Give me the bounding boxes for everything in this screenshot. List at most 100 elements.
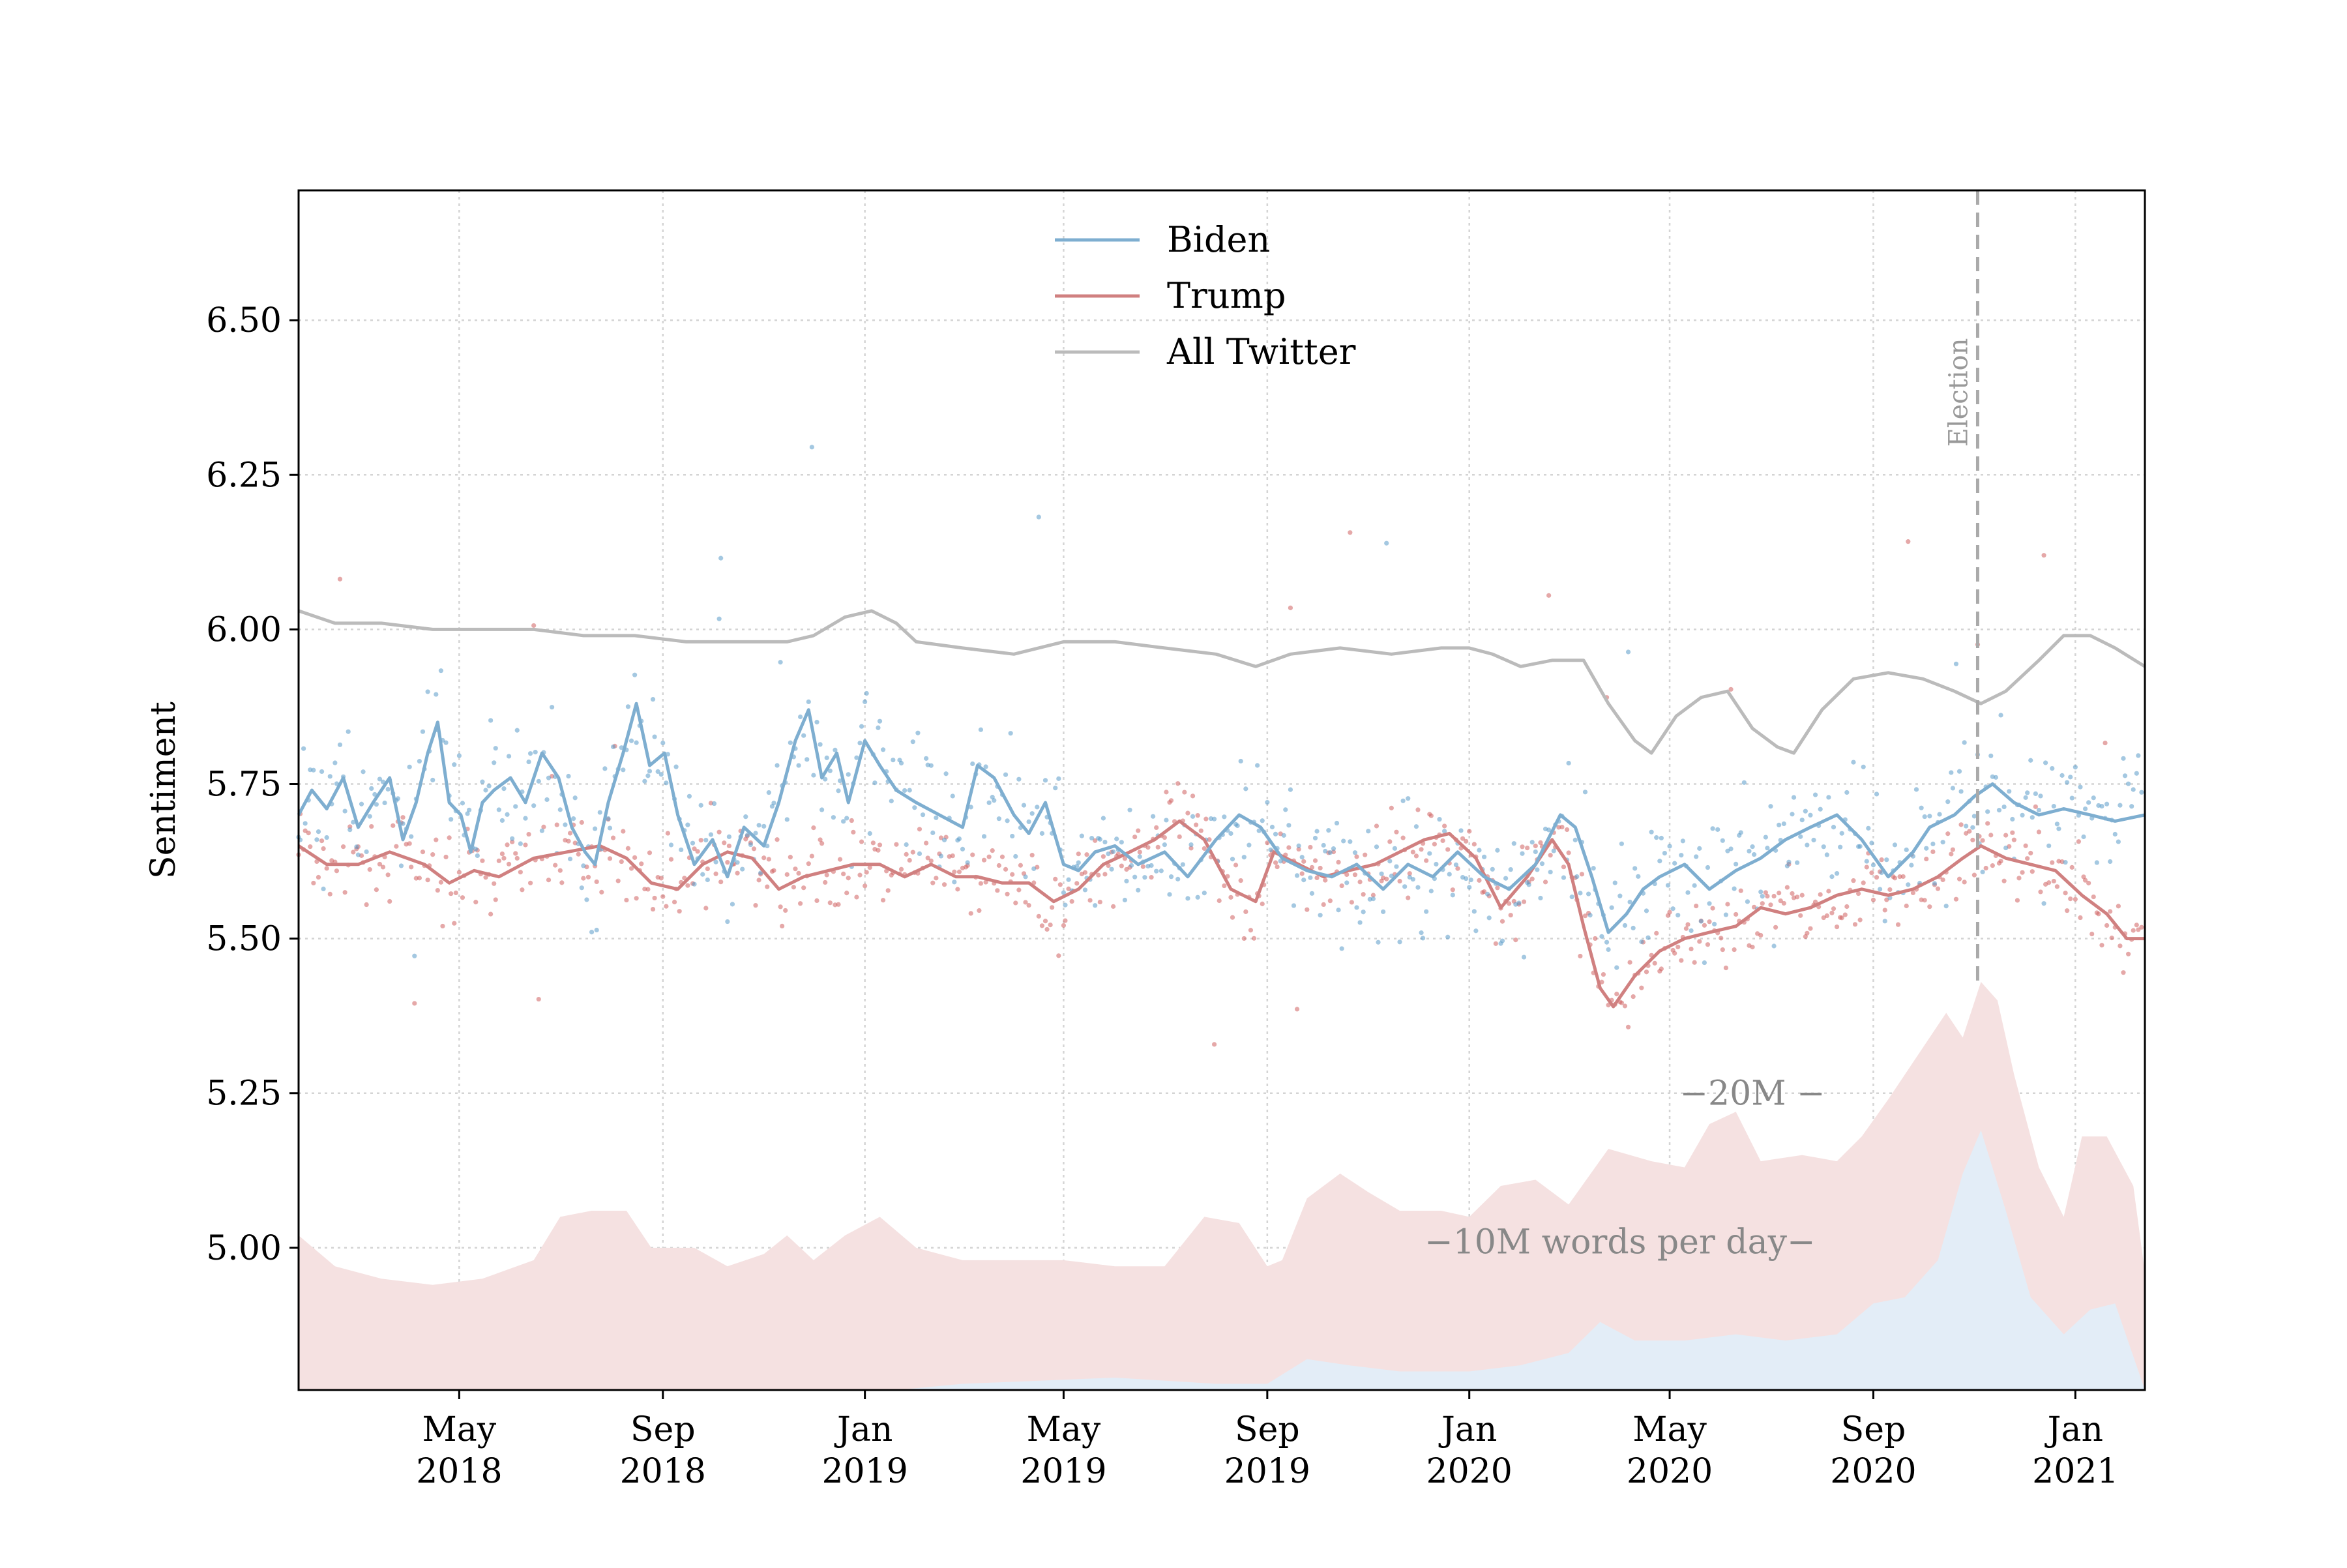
scatter-point-trump <box>632 855 638 860</box>
scatter-point-biden <box>1447 872 1452 877</box>
scatter-point-biden <box>2068 775 2073 780</box>
scatter-point-biden <box>864 690 869 696</box>
scatter-point-biden <box>1124 878 1129 883</box>
scatter-point-trump <box>1529 876 1535 881</box>
series-line-biden <box>297 702 2146 934</box>
scatter-point-biden <box>1639 939 1644 945</box>
scatter-point-trump <box>1720 947 1725 953</box>
scatter-point-biden <box>1400 798 1406 803</box>
scatter-point-biden <box>1937 812 1942 817</box>
scatter-point-biden <box>1993 775 1999 780</box>
scatter-point-biden <box>355 852 361 857</box>
scatter-point-biden <box>814 720 819 725</box>
scatter-point-biden <box>1924 846 1929 851</box>
scatter-point-trump <box>1857 917 1863 923</box>
scatter-point-trump <box>1063 918 1068 923</box>
scatter-point-trump <box>567 831 573 836</box>
series-line-all-twitter <box>298 609 2146 755</box>
scatter-point-biden <box>506 754 512 759</box>
scatter-point-biden <box>811 773 816 778</box>
scatter-point-biden <box>527 751 533 756</box>
scatter-point-trump <box>2001 878 2007 883</box>
scatter-point-trump <box>505 842 510 848</box>
scatter-point-biden <box>1312 835 1318 841</box>
scatter-point-trump <box>619 859 624 865</box>
scatter-point-trump <box>1900 874 1906 880</box>
scatter-point-trump <box>1958 822 1964 827</box>
scatter-point-biden <box>1074 864 1080 869</box>
scatter-point-biden <box>581 863 586 868</box>
scatter-point-trump <box>1203 816 1209 821</box>
x-tick-month: Sep <box>1235 1410 1300 1449</box>
scatter-point-biden <box>324 835 329 840</box>
scatter-point-biden <box>1323 848 1328 854</box>
scatter-point-biden <box>1339 946 1344 951</box>
scatter-point-biden <box>1723 912 1729 917</box>
scatter-point-biden <box>668 842 674 848</box>
scatter-point-trump <box>1967 829 1972 834</box>
scatter-point-biden <box>1119 840 1124 845</box>
scatter-point-trump <box>1654 930 1659 936</box>
scatter-point-biden <box>1949 770 1954 775</box>
scatter-point-biden <box>1950 786 1955 791</box>
scatter-point-trump <box>2028 850 2033 856</box>
scatter-point-biden <box>1464 876 1469 881</box>
scatter-point-trump <box>2050 860 2055 865</box>
scatter-point-biden <box>505 812 510 817</box>
scatter-point-biden <box>1437 817 1442 822</box>
scatter-point-biden <box>2112 831 2118 837</box>
scatter-point-trump <box>1870 897 1876 902</box>
scatter-point-trump <box>1370 893 1376 898</box>
scatter-point-trump <box>910 850 915 855</box>
scatter-point-biden <box>1892 842 1898 848</box>
scatter-point-biden <box>1945 799 1951 805</box>
scatter-point-biden <box>1481 854 1487 859</box>
scatter-point-trump <box>1953 896 1959 902</box>
scatter-point-biden <box>1697 846 1702 851</box>
scatter-point-biden <box>1694 854 1699 859</box>
scatter-point-biden <box>1970 825 1975 830</box>
scatter-point-trump <box>2082 878 2088 883</box>
scatter-point-trump <box>351 850 356 855</box>
scatter-point-trump <box>775 837 780 842</box>
scatter-point-biden <box>1222 814 1227 820</box>
scatter-point-biden <box>745 833 750 838</box>
scatter-point-trump <box>1922 898 1927 903</box>
scatter-point-trump <box>806 861 811 866</box>
scatter-point-trump <box>2046 880 2052 885</box>
scatter-point-trump <box>493 897 498 902</box>
scatter-point-biden <box>823 777 828 782</box>
scatter-point-trump <box>546 878 552 883</box>
scatter-point-biden <box>526 759 531 765</box>
scatter-point-biden <box>342 808 347 814</box>
scatter-point-biden <box>1798 834 1803 839</box>
scatter-point-biden <box>2028 758 2033 763</box>
scatter-point-trump <box>1844 904 1850 910</box>
scatter-point-biden <box>303 821 308 826</box>
scatter-point-biden <box>571 816 576 821</box>
scatter-point-biden <box>1763 835 1768 840</box>
scatter-point-trump <box>1988 833 1994 838</box>
scatter-point-trump <box>483 875 488 880</box>
scatter-point-trump <box>668 857 674 862</box>
scatter-point-biden <box>1988 753 1994 758</box>
scatter-point-biden <box>2073 765 2078 770</box>
scatter-point-trump <box>1683 926 1689 931</box>
scatter-point-biden <box>2033 791 2038 796</box>
scatter-point-biden <box>1675 913 1681 918</box>
scatter-point-trump <box>1985 821 1990 826</box>
scatter-point-biden <box>449 817 454 822</box>
y-tick-label: 6.25 <box>206 456 282 495</box>
scatter-point-biden <box>1079 833 1084 838</box>
scatter-point-trump <box>1056 953 1061 958</box>
scatter-point-trump <box>453 890 458 896</box>
scatter-point-trump <box>1798 913 1803 918</box>
scatter-point-trump <box>1309 865 1315 870</box>
scatter-point-biden <box>692 881 697 887</box>
x-tick-month: Jan <box>1438 1410 1497 1449</box>
scatter-point-trump <box>2118 943 2123 949</box>
x-axis-ticks: May2018Sep2018Jan2019May2019Sep2019Jan20… <box>416 1390 2118 1491</box>
scatter-point-trump <box>801 885 806 891</box>
scatter-point-trump <box>2099 943 2104 948</box>
scatter-point-trump <box>374 887 379 893</box>
